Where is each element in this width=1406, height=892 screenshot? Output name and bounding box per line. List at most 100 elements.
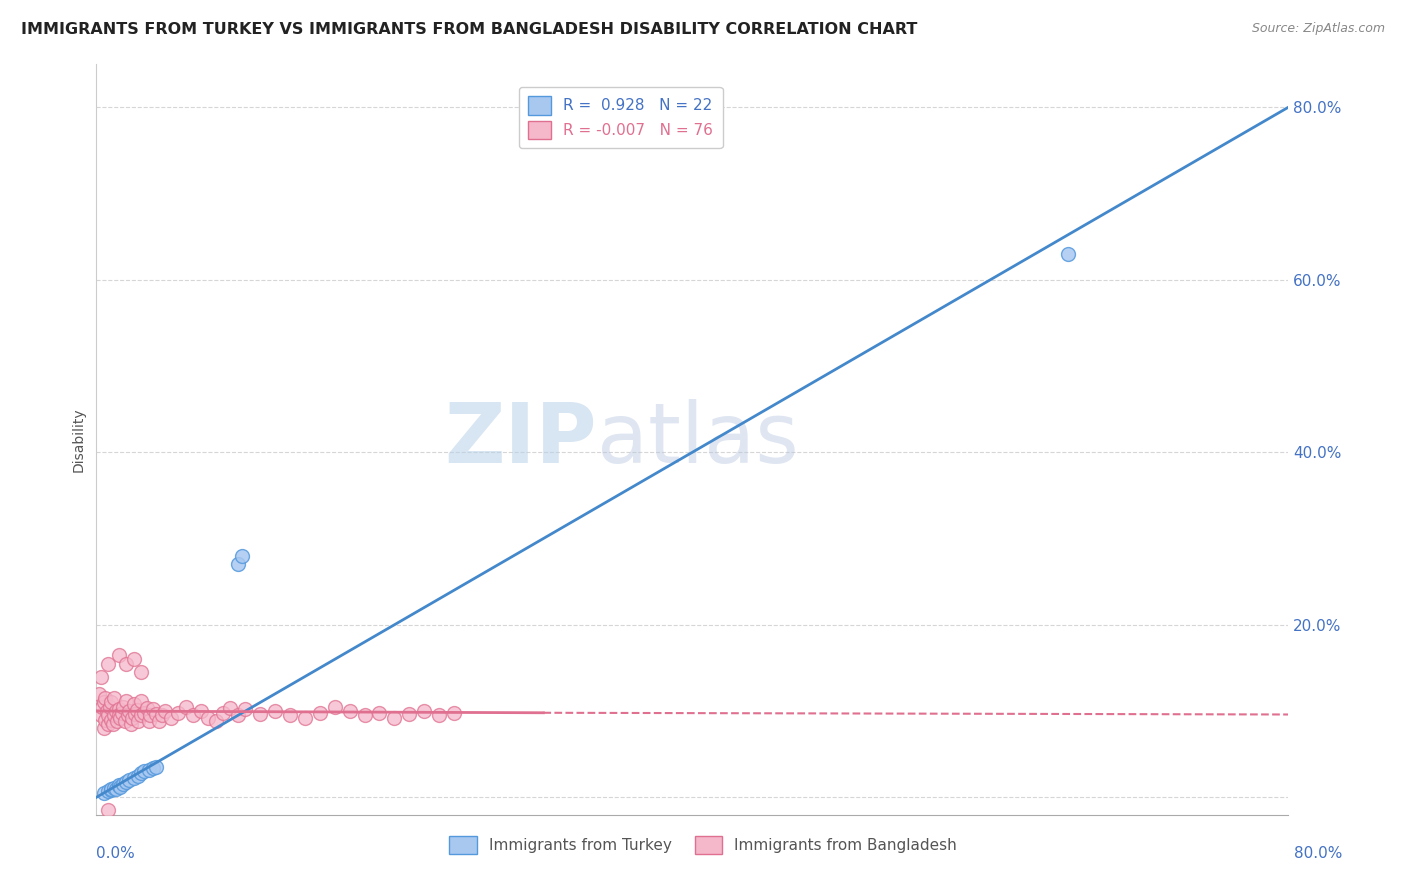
Point bbox=[129, 766, 152, 780]
Text: IMMIGRANTS FROM TURKEY VS IMMIGRANTS FROM BANGLADESH DISABILITY CORRELATION CHAR: IMMIGRANTS FROM TURKEY VS IMMIGRANTS FRO… bbox=[21, 22, 918, 37]
Point bbox=[108, 711, 131, 725]
Point bbox=[190, 704, 212, 718]
Point bbox=[235, 702, 257, 716]
Y-axis label: Disability: Disability bbox=[72, 407, 86, 472]
Point bbox=[231, 549, 253, 563]
Point bbox=[122, 697, 145, 711]
Point bbox=[105, 714, 128, 729]
Point bbox=[127, 769, 149, 783]
Point bbox=[115, 694, 138, 708]
Point bbox=[339, 704, 361, 718]
Point bbox=[120, 717, 142, 731]
Point bbox=[398, 707, 420, 722]
Point bbox=[93, 695, 115, 709]
Point bbox=[427, 708, 450, 723]
Point bbox=[115, 774, 138, 789]
Point bbox=[107, 778, 129, 792]
Point bbox=[122, 772, 145, 786]
Point bbox=[353, 708, 375, 723]
Point bbox=[145, 760, 167, 774]
Point bbox=[145, 707, 167, 722]
Point bbox=[100, 783, 122, 797]
Point bbox=[97, 708, 120, 723]
Point bbox=[278, 708, 301, 723]
Point bbox=[100, 781, 122, 796]
Point bbox=[107, 702, 129, 716]
Point bbox=[139, 708, 162, 723]
Point bbox=[91, 699, 114, 714]
Point bbox=[100, 695, 122, 709]
Text: 0.0%: 0.0% bbox=[96, 847, 135, 861]
Point bbox=[97, 657, 120, 671]
Point bbox=[132, 764, 155, 779]
Point bbox=[264, 704, 287, 718]
Point bbox=[107, 648, 129, 662]
Point bbox=[138, 763, 160, 777]
Point bbox=[97, 717, 120, 731]
Text: atlas: atlas bbox=[598, 399, 799, 480]
Point bbox=[94, 713, 117, 727]
Point bbox=[96, 704, 118, 718]
Point bbox=[382, 711, 405, 725]
Point bbox=[121, 711, 143, 725]
Point bbox=[129, 694, 152, 708]
Point bbox=[100, 713, 122, 727]
Point bbox=[127, 714, 149, 728]
Point bbox=[150, 708, 173, 723]
Point bbox=[122, 652, 145, 666]
Point bbox=[114, 714, 136, 729]
Point bbox=[204, 714, 226, 729]
Point bbox=[104, 704, 127, 718]
Point bbox=[132, 706, 155, 720]
Point bbox=[309, 706, 332, 720]
Point bbox=[153, 704, 176, 718]
Point bbox=[97, 803, 120, 817]
Point bbox=[90, 708, 112, 723]
Point bbox=[226, 708, 249, 723]
Point bbox=[125, 703, 148, 717]
Point bbox=[167, 706, 190, 720]
Point bbox=[93, 786, 115, 800]
Point bbox=[107, 708, 129, 723]
Point bbox=[117, 708, 139, 723]
Point bbox=[115, 657, 138, 671]
Point bbox=[93, 721, 115, 735]
Point bbox=[148, 714, 170, 729]
Point bbox=[226, 558, 249, 572]
Point bbox=[249, 707, 271, 722]
Point bbox=[118, 773, 141, 788]
Point bbox=[443, 706, 465, 720]
Legend: R =  0.928   N = 22, R = -0.007   N = 76: R = 0.928 N = 22, R = -0.007 N = 76 bbox=[519, 87, 723, 148]
Point bbox=[108, 780, 131, 794]
Point bbox=[118, 704, 141, 718]
Point bbox=[323, 699, 346, 714]
Point bbox=[111, 706, 134, 720]
Point bbox=[98, 699, 121, 714]
Point bbox=[101, 717, 124, 731]
Point bbox=[104, 781, 127, 796]
Point bbox=[197, 711, 219, 725]
Point bbox=[181, 708, 204, 723]
Text: Source: ZipAtlas.com: Source: ZipAtlas.com bbox=[1251, 22, 1385, 36]
Point bbox=[294, 711, 316, 725]
Text: 80.0%: 80.0% bbox=[1295, 847, 1343, 861]
Point bbox=[219, 700, 242, 714]
Point bbox=[124, 707, 146, 722]
Point bbox=[90, 669, 112, 683]
Point bbox=[112, 776, 135, 790]
Point bbox=[103, 708, 125, 723]
Point bbox=[103, 691, 125, 706]
Point bbox=[112, 699, 135, 714]
Point bbox=[138, 714, 160, 729]
Point bbox=[142, 702, 165, 716]
Point bbox=[129, 665, 152, 680]
Point bbox=[174, 699, 197, 714]
Point bbox=[94, 691, 117, 706]
Text: ZIP: ZIP bbox=[444, 399, 598, 480]
Point bbox=[368, 706, 391, 720]
Point bbox=[136, 700, 159, 714]
Point bbox=[107, 779, 129, 793]
Legend: Immigrants from Turkey, Immigrants from Bangladesh: Immigrants from Turkey, Immigrants from … bbox=[441, 828, 965, 862]
Point bbox=[89, 687, 111, 701]
Point bbox=[1057, 247, 1080, 261]
